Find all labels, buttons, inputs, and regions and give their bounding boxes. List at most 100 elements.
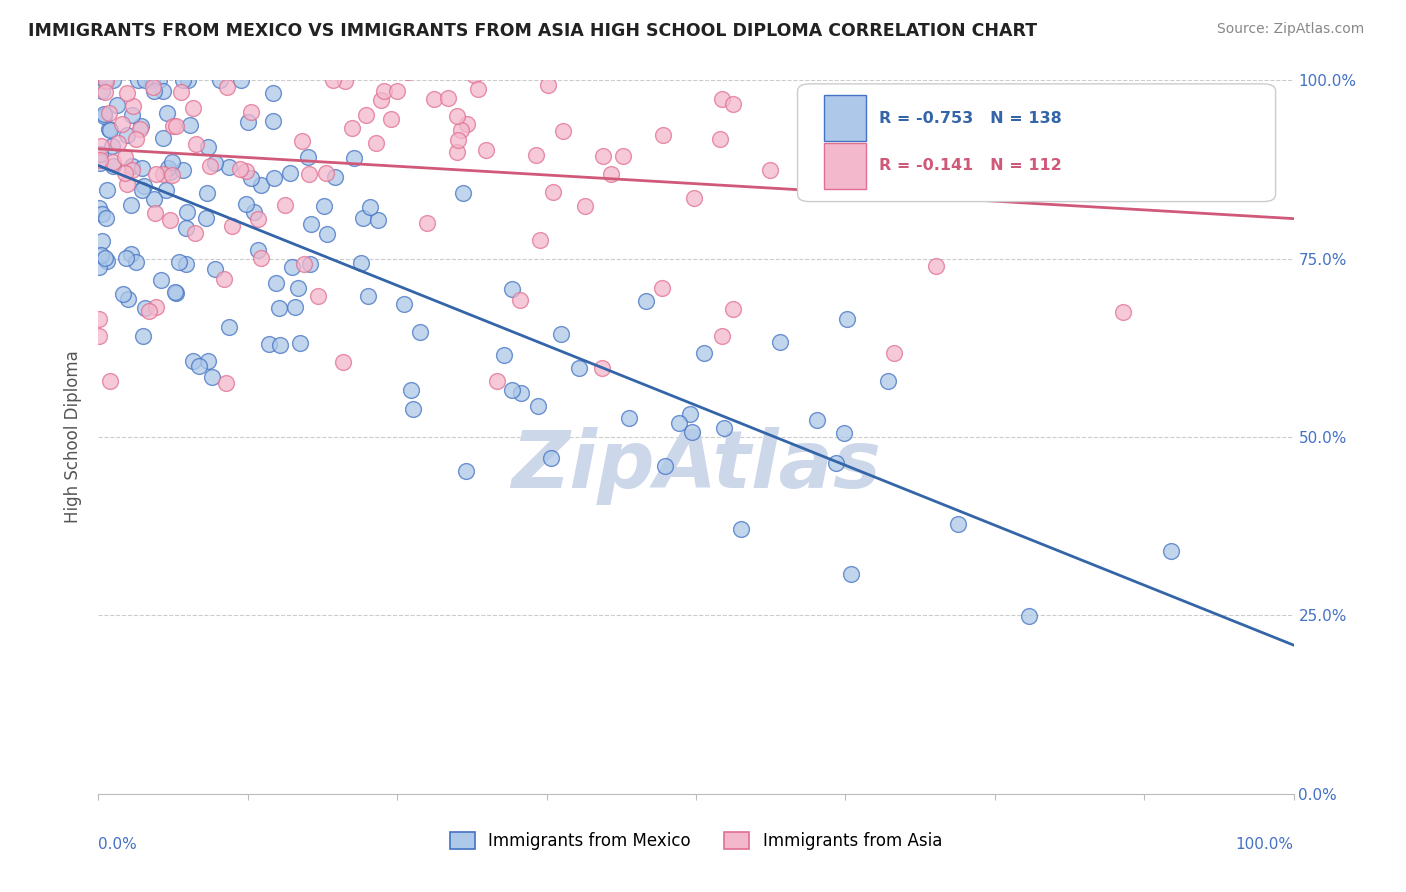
Point (120, 247, 142, 261)
Point (266, 59, 288, 73)
Point (149, 273, 172, 287)
Point (235, 197, 257, 211)
Text: ZipAtlas: ZipAtlas (510, 426, 882, 505)
Point (197, 140, 219, 154)
Point (225, 59, 247, 73)
Point (105, 97, 128, 112)
Point (839, 566, 862, 581)
Point (90, 247, 112, 261)
Point (221, 219, 243, 234)
Point (290, 336, 312, 351)
Point (681, 425, 703, 439)
Point (859, 95, 882, 109)
Point (759, 163, 782, 178)
Point (89, 153, 111, 168)
Point (312, 199, 335, 213)
Point (89, 156, 111, 170)
Point (117, 177, 139, 191)
Point (103, 155, 125, 169)
Point (152, 167, 174, 181)
Point (90, 206, 112, 220)
Point (177, 73, 200, 87)
Point (94, 74, 117, 88)
Point (257, 337, 280, 351)
Point (115, 251, 138, 265)
Point (249, 178, 271, 192)
Point (156, 106, 179, 120)
Point (409, 325, 432, 339)
Point (710, 328, 733, 343)
Y-axis label: High School Diploma: High School Diploma (65, 351, 83, 524)
Point (91, 234, 114, 248)
Point (117, 292, 139, 306)
Point (120, 198, 142, 212)
Point (837, 312, 859, 326)
Point (160, 155, 183, 169)
Point (145, 300, 167, 314)
Point (592, 149, 614, 163)
Point (287, 281, 309, 295)
Point (284, 301, 307, 315)
Point (87, 260, 110, 275)
Point (229, 162, 252, 177)
Point (679, 408, 702, 422)
Point (401, 383, 423, 397)
FancyBboxPatch shape (797, 84, 1275, 202)
Point (475, 143, 498, 157)
Point (446, 145, 468, 159)
Point (94, 211, 117, 225)
Point (711, 92, 734, 106)
Point (877, 374, 900, 388)
Point (298, 168, 321, 182)
Point (683, 191, 706, 205)
Point (142, 79, 165, 94)
Text: 100.0%: 100.0% (1236, 837, 1294, 852)
Point (143, 205, 166, 219)
Point (101, 73, 124, 87)
Point (946, 516, 969, 531)
Point (246, 243, 269, 257)
Point (93, 107, 115, 121)
Point (141, 73, 163, 87)
Point (883, 345, 905, 359)
Point (131, 161, 153, 176)
Point (437, 91, 460, 105)
Point (315, 166, 337, 180)
Point (332, 355, 354, 369)
Point (450, 123, 472, 137)
Point (322, 73, 344, 87)
Point (634, 293, 657, 308)
Point (447, 133, 470, 147)
Point (132, 329, 155, 343)
Point (925, 259, 948, 273)
Point (842, 115, 865, 129)
Point (325, 170, 347, 185)
Point (134, 73, 156, 87)
Point (446, 109, 468, 123)
Point (184, 227, 207, 241)
Point (100, 123, 122, 137)
Point (485, 374, 508, 388)
Point (148, 73, 170, 87)
Point (236, 115, 259, 129)
Point (229, 73, 252, 87)
Point (262, 86, 284, 100)
Point (723, 97, 745, 112)
Point (87, 201, 110, 215)
Point (370, 94, 392, 108)
Point (155, 183, 177, 197)
Point (357, 289, 380, 303)
Point (121, 108, 143, 122)
Point (97, 122, 120, 136)
Point (267, 301, 290, 316)
Point (269, 338, 291, 352)
Point (87, 73, 110, 87)
Point (90, 59, 112, 73)
Point (152, 131, 174, 145)
Point (91, 84, 114, 98)
Point (115, 128, 138, 142)
Point (297, 150, 319, 164)
Point (131, 183, 153, 197)
Point (709, 132, 731, 146)
Point (1160, 543, 1182, 558)
